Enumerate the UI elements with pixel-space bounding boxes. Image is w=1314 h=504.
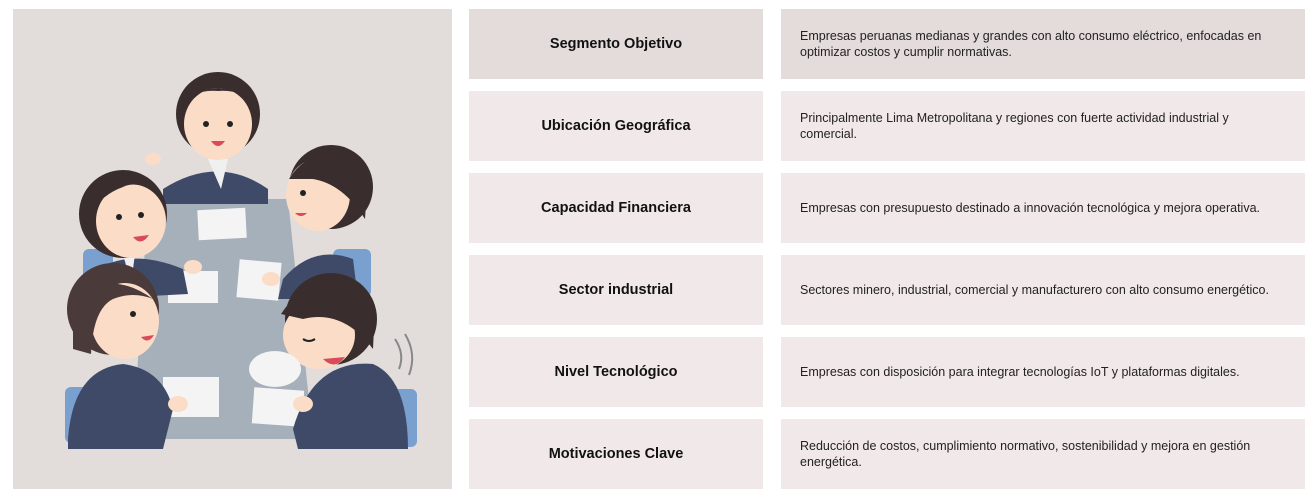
row-description: Sectores minero, industrial, comercial y… xyxy=(781,255,1305,325)
table-row: Motivaciones Clave Reducción de costos, … xyxy=(469,419,1305,489)
person-bottom-right-icon xyxy=(281,273,414,449)
table-row: Segmento Objetivo Empresas peruanas medi… xyxy=(469,9,1305,79)
table-row: Sector industrial Sectores minero, indus… xyxy=(469,255,1305,325)
row-label: Segmento Objetivo xyxy=(469,9,763,79)
row-description: Principalmente Lima Metropolitana y regi… xyxy=(781,91,1305,161)
row-description: Empresas peruanas medianas y grandes con… xyxy=(781,9,1305,79)
business-meeting-illustration xyxy=(65,72,417,449)
row-label: Sector industrial xyxy=(469,255,763,325)
table-row: Ubicación Geográfica Principalmente Lima… xyxy=(469,91,1305,161)
row-label: Ubicación Geográfica xyxy=(469,91,763,161)
speech-bubble-icon xyxy=(249,351,301,387)
person-left-icon xyxy=(79,170,202,299)
row-label: Motivaciones Clave xyxy=(469,419,763,489)
row-label: Capacidad Financiera xyxy=(469,173,763,243)
row-description: Reducción de costos, cumplimiento normat… xyxy=(781,419,1305,489)
person-bottom-left-icon xyxy=(67,263,188,449)
meeting-illustration-panel xyxy=(13,9,452,489)
row-label: Nivel Tecnológico xyxy=(469,337,763,407)
row-description: Empresas con disposición para integrar t… xyxy=(781,337,1305,407)
person-top-icon xyxy=(145,72,268,204)
table-row: Capacidad Financiera Empresas con presup… xyxy=(469,173,1305,243)
table-row: Nivel Tecnológico Empresas con disposici… xyxy=(469,337,1305,407)
row-description: Empresas con presupuesto destinado a inn… xyxy=(781,173,1305,243)
